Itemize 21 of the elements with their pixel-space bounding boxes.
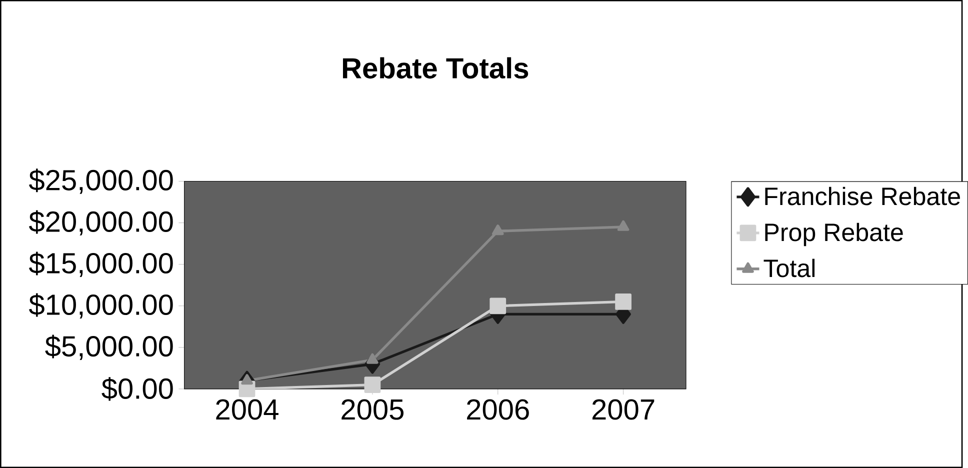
y-tick-label: $10,000.00 [29,293,173,318]
legend-label: Total [764,258,815,278]
y-tick-label: $15,000.00 [29,252,173,277]
point [366,353,378,364]
point [617,220,630,231]
y-tick-label: $5,000.00 [45,334,173,360]
x-tick-label: 2006 [467,399,529,420]
point [492,224,504,236]
point [364,376,381,393]
y-tick-label: $0.00 [102,377,173,401]
point [490,298,506,314]
y-tick-label: $20,000.00 [29,210,173,236]
legend-label: Franchise Rebate [765,186,960,206]
x-tick-label: 2005 [342,399,404,420]
x-tick-label: 2007 [592,399,654,420]
x-tick-label: 2004 [216,399,278,420]
legend-label: Prop Rebate [765,222,903,246]
chart-title: Rebate Totals [342,57,528,79]
point [241,374,253,385]
point [615,294,632,310]
y-tick-label: $25,000.00 [29,168,173,194]
